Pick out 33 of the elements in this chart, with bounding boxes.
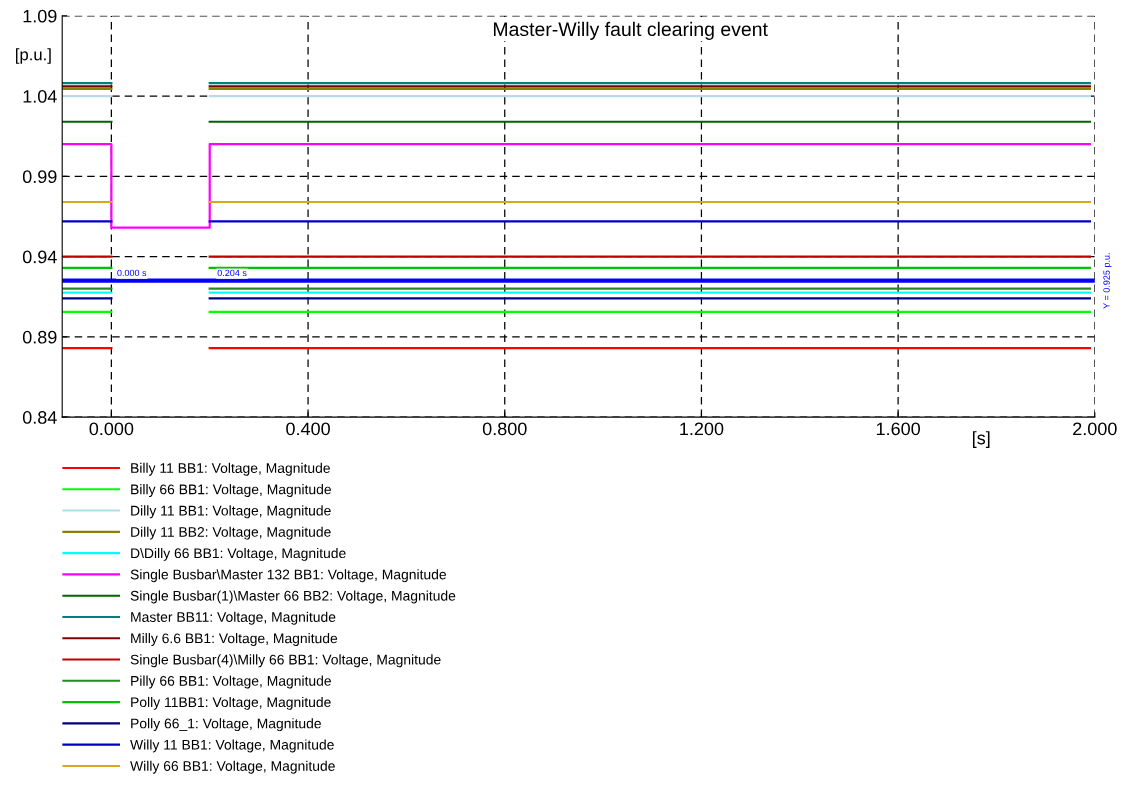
x-tick-label: 0.400 — [286, 422, 330, 436]
y-axis-title: [p.u.] — [16, 48, 51, 64]
legend-label: Willy 66 BB1: Voltage, Magnitude — [130, 760, 335, 774]
x-tick-label: 0.000 — [89, 422, 134, 436]
y-tick-label: 1.04 — [23, 90, 57, 103]
legend-label: Milly 6.6 BB1: Voltage, Magnitude — [131, 633, 338, 646]
legend-label: Willy 11 BB1: Voltage, Magnitude — [130, 739, 334, 753]
y-tick-label: 0.99 — [22, 170, 57, 184]
x-tick-label: 1.600 — [876, 422, 921, 436]
legend-label: Single Busbar(4)\Milly 66 BB1: Voltage, Magnitude — [130, 654, 441, 668]
y-tick-label: 0.89 — [22, 330, 57, 344]
legend-label: Polly 11BB1: Voltage, Magnitude — [131, 696, 331, 710]
legend-label: Pilly 66 BB1: Voltage, Magnitude — [131, 675, 331, 689]
chart-title: Master-Willy fault clearing event — [493, 21, 768, 40]
legend-label: D\Dilly 66 BB1: Voltage, Magnitude — [131, 547, 346, 561]
annotation: 0.000 s — [117, 269, 147, 277]
legend-label: Polly 66_1: Voltage, Magnitude — [131, 718, 321, 732]
legend-label: Single Busbar\Master 132 BB1: Voltage, Magnitude — [130, 569, 446, 583]
legend-label: Single Busbar(1)\Master 66 BB2: Voltage, Magnitude — [130, 590, 456, 604]
x-tick-label: 1.200 — [680, 422, 724, 436]
legend-label: Billy 66 BB1: Voltage, Magnitude — [131, 484, 331, 498]
x-tick-label: 2.000 — [1073, 422, 1117, 436]
legend-label: Master BB11: Voltage, Magnitude — [131, 611, 336, 625]
y-tick-label: 1.09 — [23, 9, 57, 23]
ref-line-label: Y = 0.925 p.u. — [1103, 253, 1112, 309]
x-axis-title: [s] — [972, 431, 990, 448]
legend-label: Dilly 11 BB2: Voltage, Magnitude — [131, 526, 331, 540]
legend-label: Dilly 11 BB1: Voltage, Magnitude — [131, 505, 331, 519]
annotation: 0.204 s — [217, 269, 247, 277]
y-tick-label: 0.84 — [22, 411, 57, 424]
legend-label: Billy 11 BB1: Voltage, Magnitude — [131, 462, 330, 476]
y-tick-label: 0.94 — [22, 250, 57, 264]
x-tick-label: 0.800 — [482, 422, 527, 436]
